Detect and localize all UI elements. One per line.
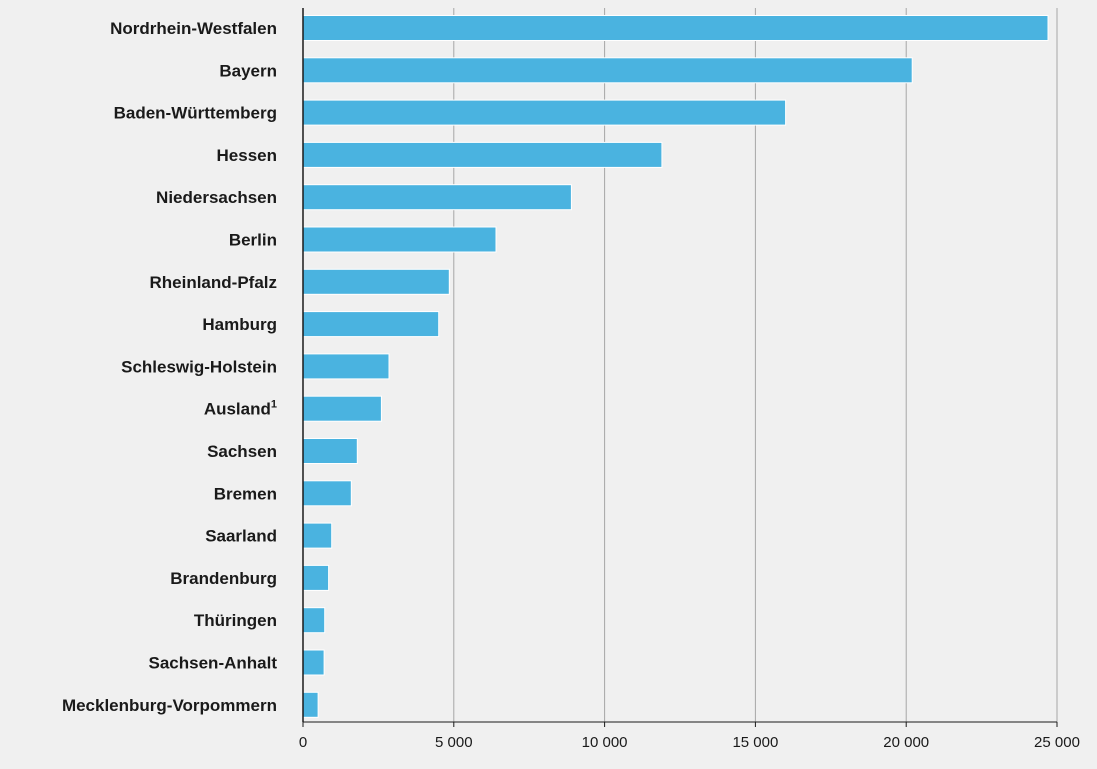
x-tick-label-1: 5 000 bbox=[435, 734, 473, 751]
bar-saarland bbox=[302, 522, 333, 549]
bar-thüringen bbox=[302, 607, 326, 634]
category-label-bremen: Bremen bbox=[214, 484, 277, 503]
bar-sachsen-anhalt bbox=[302, 649, 325, 676]
bar-hamburg bbox=[302, 311, 440, 338]
grid-lines bbox=[453, 8, 1058, 722]
bar-schleswig-holstein bbox=[302, 353, 390, 380]
x-tick-label-0: 0 bbox=[299, 734, 307, 751]
category-label-bayern: Bayern bbox=[219, 61, 277, 80]
category-label-nordrhein-westfalen: Nordrhein-Westfalen bbox=[110, 19, 277, 38]
bar-baden-württemberg bbox=[302, 99, 787, 126]
bars bbox=[302, 15, 1049, 718]
footnote-mark: 1 bbox=[271, 399, 277, 411]
bar-berlin bbox=[302, 226, 497, 253]
x-tick-label-3: 15 000 bbox=[732, 734, 778, 751]
category-label-rheinland-pfalz: Rheinland-Pfalz bbox=[149, 273, 277, 292]
x-tick-label-2: 10 000 bbox=[582, 734, 628, 751]
x-tick-label-5: 25 000 bbox=[1034, 734, 1080, 751]
category-label-ausland: Ausland1 bbox=[204, 399, 277, 419]
category-label-hamburg: Hamburg bbox=[202, 315, 277, 334]
category-label-baden-württemberg: Baden-Württemberg bbox=[114, 104, 277, 123]
category-labels: Nordrhein-Westfalen Bayern Baden-Württembe… bbox=[62, 19, 277, 715]
bar-bremen bbox=[302, 480, 352, 507]
category-label-brandenburg: Brandenburg bbox=[170, 569, 277, 588]
category-label-saarland: Saarland bbox=[205, 527, 277, 546]
bar-sachsen bbox=[302, 438, 358, 464]
bar-niedersachsen bbox=[302, 184, 572, 211]
category-label-niedersachsen: Niedersachsen bbox=[156, 188, 277, 207]
axes bbox=[302, 8, 1058, 727]
bar-hessen bbox=[302, 141, 663, 168]
category-label-mecklenburg-vorpommern: Mecklenburg-Vorpommern bbox=[62, 696, 277, 715]
category-label-hessen: Hessen bbox=[217, 146, 277, 165]
bar-mecklenburg-vorpommern bbox=[302, 691, 319, 718]
category-label-berlin: Berlin bbox=[229, 231, 277, 250]
category-label-sachsen: Sachsen bbox=[207, 442, 277, 461]
bar-brandenburg bbox=[302, 564, 330, 591]
bar-rheinland-pfalz bbox=[302, 268, 450, 295]
category-label-thüringen: Thüringen bbox=[194, 611, 277, 630]
bar-bayern bbox=[302, 57, 913, 84]
category-label-schleswig-holstein: Schleswig-Holstein bbox=[121, 357, 277, 376]
bar-nordrhein-westfalen bbox=[302, 15, 1049, 41]
bar-ausland bbox=[302, 395, 382, 422]
x-tick-labels: 0 5 000 10 000 15 000 20 000 25 000 bbox=[299, 734, 1080, 751]
category-label-sachsen-anhalt: Sachsen-Anhalt bbox=[149, 654, 278, 673]
x-tick-label-4: 20 000 bbox=[883, 734, 929, 751]
